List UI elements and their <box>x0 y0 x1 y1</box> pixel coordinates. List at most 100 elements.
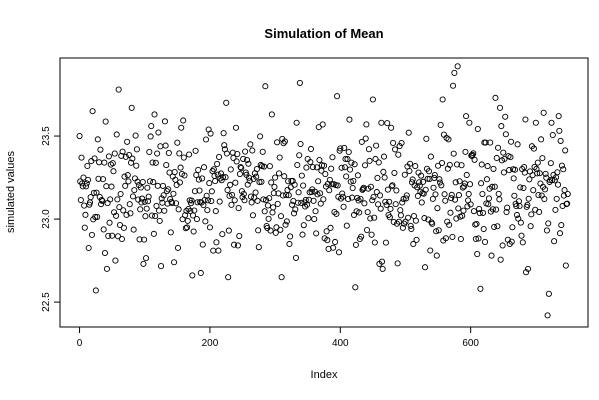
data-point <box>492 94 499 101</box>
data-point <box>451 196 459 203</box>
data-point <box>433 228 440 235</box>
data-point <box>199 241 206 248</box>
data-point <box>162 142 169 149</box>
data-point <box>484 163 491 170</box>
data-point <box>496 104 504 111</box>
data-point <box>396 142 403 150</box>
data-point <box>84 162 91 169</box>
data-point <box>456 178 463 185</box>
data-point <box>300 182 307 189</box>
data-point <box>194 199 201 206</box>
data-point <box>207 130 214 137</box>
data-point <box>345 196 352 203</box>
data-point <box>204 207 211 214</box>
data-point <box>339 190 346 197</box>
data-point <box>412 217 419 224</box>
data-point <box>113 212 120 219</box>
data-point <box>333 210 340 217</box>
data-point <box>377 205 384 212</box>
data-point <box>221 142 228 149</box>
data-point <box>295 189 302 196</box>
data-point <box>491 223 498 231</box>
data-point <box>188 197 195 204</box>
data-point <box>380 168 387 175</box>
data-point <box>82 211 89 218</box>
data-point <box>261 208 268 215</box>
data-point <box>105 232 112 239</box>
data-point <box>342 155 349 163</box>
data-point <box>94 136 101 143</box>
data-point <box>420 178 427 185</box>
data-point <box>347 178 354 185</box>
data-point <box>421 264 429 271</box>
data-point <box>538 136 545 143</box>
data-point <box>211 172 218 179</box>
data-point <box>451 69 458 76</box>
data-point <box>296 79 303 86</box>
data-point <box>196 187 203 194</box>
data-point <box>416 182 423 189</box>
data-point <box>450 150 457 157</box>
data-point <box>143 205 150 212</box>
data-point <box>511 192 518 199</box>
data-point <box>222 174 229 181</box>
data-point <box>138 199 145 206</box>
data-point <box>150 230 157 237</box>
data-point <box>418 172 425 179</box>
data-point <box>320 162 328 169</box>
data-point <box>448 191 455 198</box>
data-point <box>199 175 206 182</box>
data-point <box>340 203 347 210</box>
data-point <box>116 204 123 211</box>
data-point <box>560 166 567 173</box>
data-point <box>154 182 161 189</box>
data-point <box>120 207 127 214</box>
data-point <box>279 192 286 199</box>
data-point <box>341 164 348 171</box>
data-point <box>158 195 165 202</box>
data-point <box>406 160 414 167</box>
data-point <box>384 186 391 193</box>
data-point <box>447 209 454 216</box>
data-point <box>557 137 564 144</box>
data-point <box>516 202 523 210</box>
data-point <box>253 166 260 173</box>
data-point <box>372 155 379 163</box>
data-point <box>223 150 230 157</box>
data-point <box>366 157 373 164</box>
data-point <box>478 180 485 187</box>
data-point <box>478 161 485 168</box>
data-point <box>562 147 569 154</box>
data-point <box>378 119 385 126</box>
data-point <box>407 222 414 229</box>
data-point <box>371 214 378 221</box>
data-point <box>350 177 357 184</box>
data-point <box>313 164 320 171</box>
data-point <box>388 183 395 190</box>
data-point <box>208 188 215 195</box>
data-point <box>215 153 223 160</box>
data-point <box>554 169 561 176</box>
data-point <box>257 133 264 140</box>
data-point <box>338 164 345 171</box>
data-point <box>293 119 300 126</box>
data-point <box>452 179 459 186</box>
data-point <box>121 173 128 180</box>
data-point <box>368 231 375 238</box>
data-point <box>98 201 105 208</box>
data-point <box>269 209 276 216</box>
data-point <box>214 160 221 167</box>
data-point <box>224 187 231 194</box>
data-point <box>506 167 513 174</box>
data-point <box>413 236 420 243</box>
data-point <box>539 155 546 162</box>
data-point <box>382 239 389 246</box>
data-point <box>83 180 90 187</box>
data-point <box>142 255 150 262</box>
data-point <box>479 190 486 198</box>
data-point <box>363 121 370 128</box>
data-point <box>137 206 144 213</box>
data-point <box>195 176 202 183</box>
data-point <box>251 194 258 201</box>
data-point <box>268 111 275 118</box>
